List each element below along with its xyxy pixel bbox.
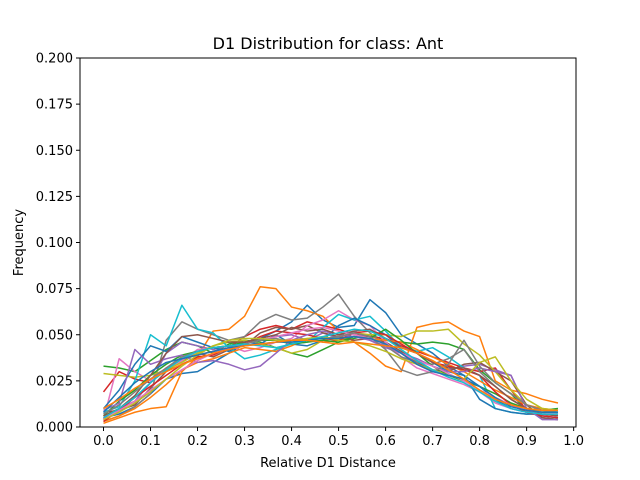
series-line-10 — [103, 304, 559, 415]
x-tick-label: 0.8 — [469, 434, 490, 449]
series-line-2 — [103, 286, 559, 425]
y-axis: 0.000 0.025 0.050 0.075 0.100 0.125 0.150 0.175… — [36, 52, 80, 436]
chart-title: D1 Distribution for class: Ant — [213, 34, 444, 53]
y-tick-label: 0.000 — [36, 421, 73, 436]
x-tick-label: 0.9 — [516, 434, 537, 449]
series-line-16 — [103, 326, 559, 417]
y-tick-label: 0.100 — [36, 236, 73, 251]
y-tick-label: 0.125 — [36, 190, 73, 205]
x-tick-label: 0.3 — [234, 434, 255, 449]
y-tick-label: 0.175 — [36, 98, 73, 113]
x-axis-title: Relative D1 Distance — [260, 456, 396, 471]
x-axis: 0.0 0.1 0.2 0.3 0.4 0.5 0.6 0.7 0.8 0.9 1.0 — [93, 427, 584, 449]
x-tick-label: 1.0 — [563, 434, 584, 449]
series-line-5 — [103, 330, 559, 421]
x-tick-label: 0.6 — [375, 434, 396, 449]
series-line-21 — [102, 335, 558, 413]
x-tick-label: 0.7 — [422, 434, 443, 449]
x-tick-label: 0.4 — [281, 434, 302, 449]
x-tick-label: 0.1 — [140, 434, 161, 449]
x-tick-label: 0.5 — [328, 434, 349, 449]
y-tick-label: 0.200 — [36, 52, 73, 67]
x-tick-label: 0.2 — [187, 434, 208, 449]
y-tick-label: 0.025 — [36, 374, 73, 389]
y-tick-label: 0.075 — [36, 282, 73, 297]
y-axis-title: Frequency — [12, 209, 27, 276]
series-line-20 — [103, 328, 558, 419]
series-layer — [102, 286, 559, 425]
y-tick-label: 0.150 — [36, 144, 73, 159]
series-line-22 — [103, 339, 558, 412]
x-tick-label: 0.0 — [93, 434, 114, 449]
y-tick-label: 0.050 — [36, 328, 73, 343]
series-line-8 — [103, 293, 559, 423]
